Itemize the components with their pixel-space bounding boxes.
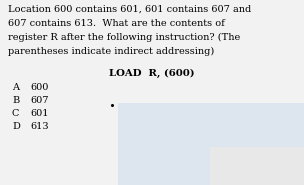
Text: 607: 607 bbox=[30, 96, 49, 105]
Text: B: B bbox=[12, 96, 19, 105]
Text: A: A bbox=[12, 83, 19, 92]
Text: register R after the following instruction? (The: register R after the following instructi… bbox=[8, 33, 240, 42]
Text: 613: 613 bbox=[30, 122, 49, 131]
FancyBboxPatch shape bbox=[210, 147, 304, 185]
Text: 601: 601 bbox=[30, 109, 49, 118]
FancyBboxPatch shape bbox=[118, 103, 304, 185]
Text: Location 600 contains 601, 601 contains 607 and: Location 600 contains 601, 601 contains … bbox=[8, 5, 251, 14]
Text: 607 contains 613.  What are the contents of: 607 contains 613. What are the contents … bbox=[8, 19, 225, 28]
Text: LOAD  R, (600): LOAD R, (600) bbox=[109, 69, 195, 78]
Text: C: C bbox=[12, 109, 19, 118]
Text: parentheses indicate indirect addressing): parentheses indicate indirect addressing… bbox=[8, 47, 214, 56]
Text: 600: 600 bbox=[30, 83, 48, 92]
Text: D: D bbox=[12, 122, 20, 131]
